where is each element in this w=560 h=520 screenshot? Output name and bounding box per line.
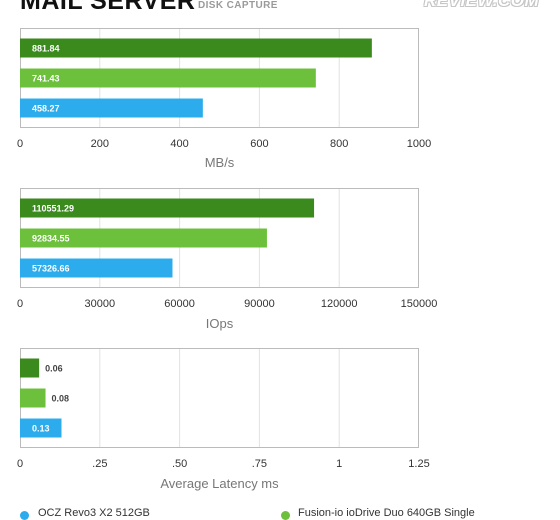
tick-label: 120000 — [321, 298, 358, 310]
bar — [20, 418, 62, 438]
bar — [20, 98, 203, 118]
tick-label: 150000 — [401, 298, 438, 310]
bar — [20, 388, 46, 408]
tick-label: 1 — [336, 458, 342, 470]
bar-label: 0.13 — [32, 424, 50, 434]
site-logo: REVIEW.COM — [424, 0, 540, 10]
bar-label: 458.27 — [32, 104, 60, 114]
bar-label: 110551.29 — [32, 204, 74, 214]
tick-label: 0 — [17, 298, 23, 310]
axis-label: Average Latency ms — [160, 476, 279, 491]
bar — [20, 68, 316, 88]
bar-label: 0.06 — [45, 364, 63, 374]
bar — [20, 38, 372, 58]
bar-label: 0.08 — [52, 394, 70, 404]
bar-label: 92834.55 — [32, 234, 70, 244]
plot-frame — [20, 348, 419, 448]
bar — [20, 358, 40, 378]
tick-label: 1.25 — [408, 458, 429, 470]
tick-label: 0 — [17, 138, 23, 150]
legend-label-ocz: OCZ Revo3 X2 512GB — [38, 507, 150, 519]
tick-label: 400 — [170, 138, 188, 150]
tick-label: 200 — [91, 138, 109, 150]
bar-label: 881.84 — [32, 44, 60, 54]
bar — [20, 228, 267, 248]
legend: OCZ Revo3 X2 512GB Fusion-io ioDrive Duo… — [0, 500, 560, 520]
chart-title: MAIL SERVER — [20, 0, 196, 15]
tick-label: .25 — [92, 458, 107, 470]
tick-label: 800 — [330, 138, 348, 150]
legend-label-fusion: Fusion-io ioDrive Duo 640GB Single — [298, 507, 475, 519]
bar — [20, 258, 173, 278]
tick-label: 0 — [17, 458, 23, 470]
tick-label: 1000 — [407, 138, 431, 150]
bar-label: 57326.66 — [32, 264, 70, 274]
bar-label: 741.43 — [32, 74, 60, 84]
tick-label: .75 — [252, 458, 267, 470]
chart-subtitle: DISK CAPTURE — [198, 0, 278, 11]
tick-label: 600 — [250, 138, 268, 150]
axis-label: MB/s — [205, 155, 235, 170]
tick-label: 90000 — [244, 298, 275, 310]
tick-label: 30000 — [85, 298, 116, 310]
tick-label: 60000 — [164, 298, 195, 310]
tick-label: .50 — [172, 458, 187, 470]
axis-label: IOps — [206, 316, 234, 331]
bar — [20, 198, 315, 218]
